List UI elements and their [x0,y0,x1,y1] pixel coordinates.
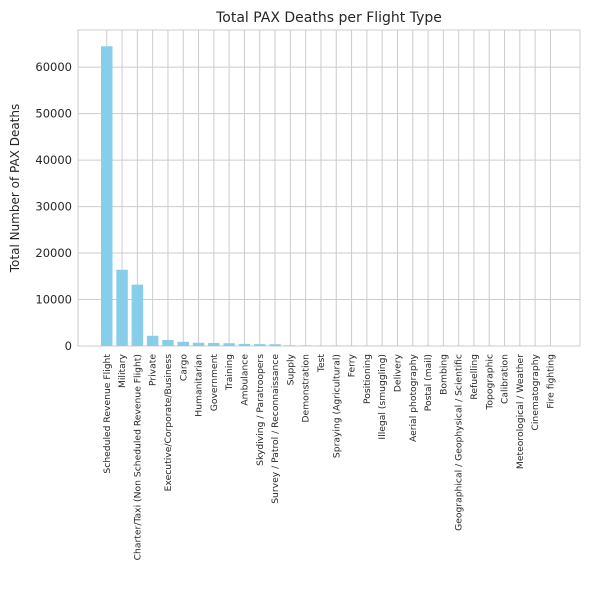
x-tick-label: Refuelling [469,354,480,400]
x-tick-label: Fire fighting [545,354,556,409]
bar [116,270,128,346]
bar [147,336,159,346]
bar [208,343,220,346]
bar [132,285,144,346]
x-tick-label: Survey / Patrol / Reconnaissance [270,354,281,504]
x-tick-label: Military [117,353,128,388]
bar [162,340,174,346]
y-tick-label: 20000 [35,246,72,260]
x-tick-label: Cargo [178,354,189,381]
x-tick-label: Scheduled Revenue Flight [102,354,113,474]
x-tick-label: Supply [285,353,296,385]
y-tick-labels: 0 10000 20000 30000 40000 50000 60000 [35,60,72,353]
bar [239,344,251,346]
x-tick-label: Topographic [484,354,495,411]
bar [269,344,281,346]
x-tick-labels: Scheduled Revenue Flight Military Charter/… [102,353,557,560]
y-tick-label: 50000 [35,107,72,121]
bar [300,345,312,346]
x-tick-label: Executive/Corporate/Business [163,354,174,492]
y-tick-label: 60000 [35,60,72,74]
y-tick-label: 0 [65,339,72,353]
bar [193,343,205,346]
bar [254,344,266,346]
x-tick-label: Government [209,354,220,412]
bar [101,46,113,346]
x-tick-label: Ferry [347,353,358,377]
x-tick-label: Positioning [362,354,373,404]
x-tick-label: Demonstration [301,354,312,423]
x-tick-label: Spraying (Agricultural) [331,354,342,458]
x-tick-label: Delivery [392,353,403,392]
bar [285,345,297,346]
x-tick-label: Illegal (smuggling) [377,354,388,440]
x-tick-label: Meteorological / Weather [515,354,526,469]
y-tick-label: 40000 [35,153,72,167]
chart-title: Total PAX Deaths per Flight Type [215,10,442,26]
x-tick-label: Cinematography [530,353,541,430]
x-tick-label: Calibration [500,354,511,404]
bar [315,345,327,346]
x-tick-label: Skydiving / Paratroopers [255,354,266,466]
y-axis-label: Total Number of PAX Deaths [8,104,22,274]
x-tick-label: Training [224,354,235,391]
y-tick-label: 30000 [35,200,72,214]
x-tick-label: Bombing [438,354,449,395]
bar [178,342,190,346]
bar [223,343,235,346]
x-tick-label: Postal (mail) [423,354,434,411]
y-tick-label: 10000 [35,293,72,307]
x-tick-label: Private [148,354,159,386]
x-tick-label: Ambulance [239,354,250,406]
x-tick-label: Aerial photography [408,353,419,442]
x-tick-label: Charter/Taxi (Non Scheduled Revenue Flig… [132,354,143,560]
x-tick-label: Humanitarian [194,354,205,417]
x-tick-label: Test [316,354,327,373]
x-tick-label: Geographical / Geophysical / Scientific [454,354,465,531]
